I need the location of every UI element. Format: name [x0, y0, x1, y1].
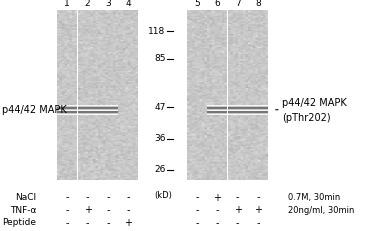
Text: +: +: [234, 205, 242, 215]
Text: TNF-α: TNF-α: [10, 206, 36, 215]
Text: 1: 1: [65, 0, 70, 8]
Text: 4: 4: [126, 0, 131, 8]
Text: 118: 118: [148, 27, 166, 36]
Text: 8: 8: [255, 0, 261, 8]
Text: 6: 6: [215, 0, 220, 8]
Text: 26: 26: [154, 165, 166, 174]
Text: 20ng/ml, 30min: 20ng/ml, 30min: [288, 206, 354, 215]
Text: +: +: [84, 205, 91, 215]
Text: -: -: [215, 218, 219, 228]
Text: 3: 3: [105, 0, 111, 8]
Text: -: -: [86, 218, 89, 228]
Text: -: -: [256, 192, 260, 203]
Text: 36: 36: [154, 134, 166, 143]
Text: 0.7M, 30min: 0.7M, 30min: [288, 193, 340, 202]
Text: 7: 7: [235, 0, 240, 8]
Text: 2: 2: [85, 0, 90, 8]
Text: p44/42 MAPK: p44/42 MAPK: [2, 105, 67, 115]
Text: -: -: [195, 218, 199, 228]
Text: -: -: [195, 192, 199, 203]
Text: -: -: [236, 218, 240, 228]
Text: p44/42 MAPK: p44/42 MAPK: [282, 98, 347, 108]
Text: Peptide: Peptide: [2, 219, 36, 227]
Text: -: -: [106, 218, 110, 228]
Text: NaCl: NaCl: [15, 193, 36, 202]
Text: -: -: [236, 192, 240, 203]
Text: -: -: [86, 192, 89, 203]
Text: +: +: [124, 218, 132, 228]
Text: 5: 5: [194, 0, 200, 8]
Text: +: +: [214, 192, 221, 203]
Text: -: -: [65, 192, 69, 203]
Text: -: -: [65, 205, 69, 215]
Text: -: -: [215, 205, 219, 215]
Text: +: +: [254, 205, 262, 215]
Text: (kD): (kD): [155, 191, 172, 200]
Text: -: -: [126, 192, 130, 203]
Text: -: -: [256, 218, 260, 228]
Text: -: -: [195, 205, 199, 215]
Text: -: -: [106, 192, 110, 203]
Text: 47: 47: [154, 103, 166, 112]
Text: 85: 85: [154, 55, 166, 63]
Text: -: -: [65, 218, 69, 228]
Text: -: -: [126, 205, 130, 215]
Text: (pThr202): (pThr202): [282, 113, 331, 123]
Text: -: -: [106, 205, 110, 215]
